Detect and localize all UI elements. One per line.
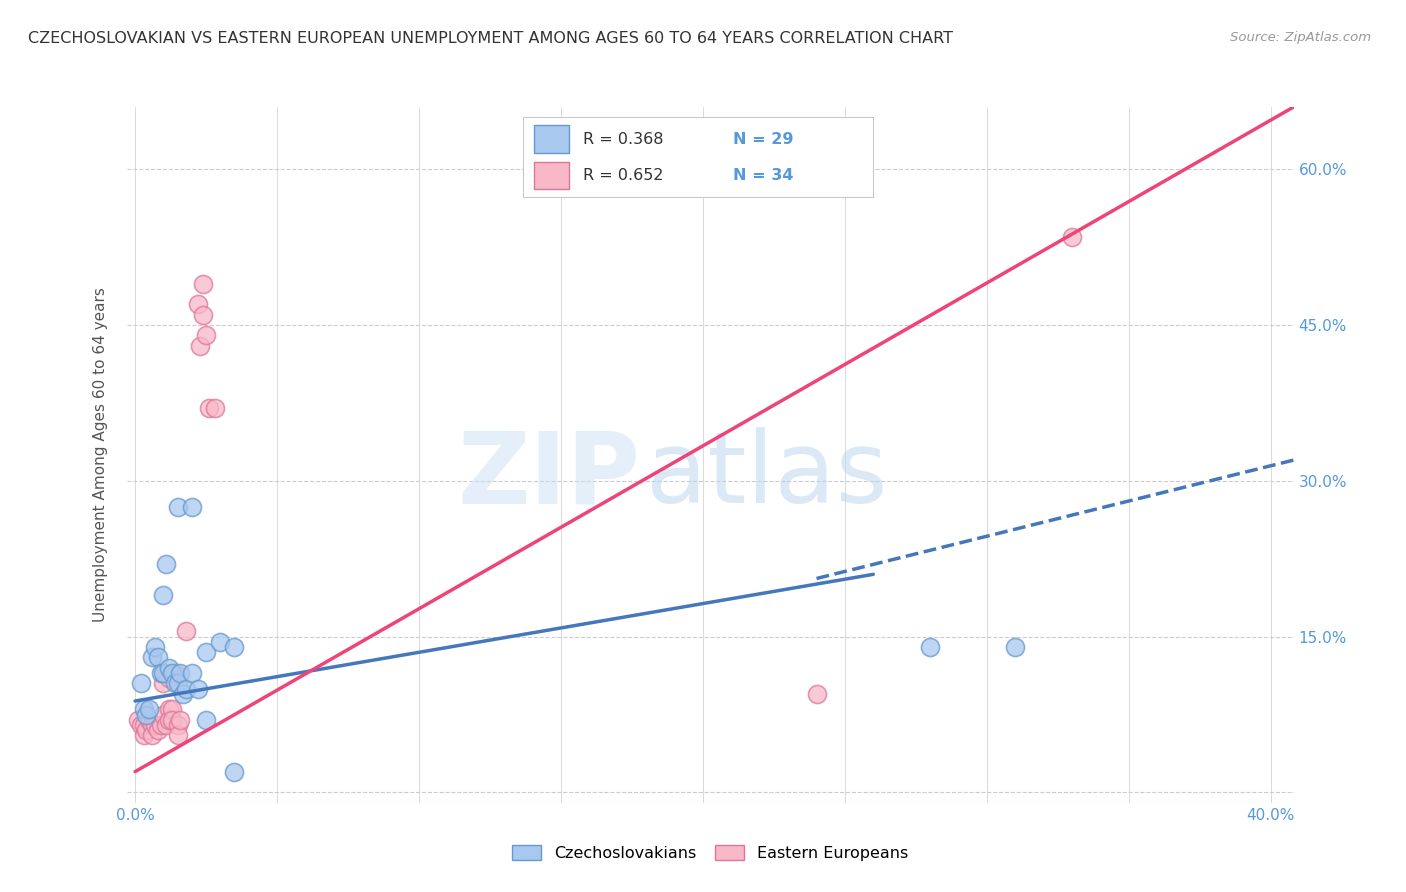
Point — [135, 707, 157, 722]
Point — [129, 676, 152, 690]
Point — [209, 635, 232, 649]
Point — [172, 687, 194, 701]
Point — [195, 645, 218, 659]
Point — [180, 500, 202, 514]
Point — [1004, 640, 1026, 654]
Point — [193, 277, 215, 291]
Point — [160, 665, 183, 680]
Text: Source: ZipAtlas.com: Source: ZipAtlas.com — [1230, 31, 1371, 45]
Point — [141, 728, 163, 742]
Point — [132, 728, 155, 742]
Point — [146, 723, 169, 738]
Point — [141, 650, 163, 665]
Point — [146, 650, 169, 665]
Point — [155, 665, 177, 680]
Legend: Czechoslovakians, Eastern Europeans: Czechoslovakians, Eastern Europeans — [512, 845, 908, 861]
Point — [224, 640, 246, 654]
Point — [149, 665, 172, 680]
Point — [160, 702, 183, 716]
Point — [160, 713, 183, 727]
Point — [152, 665, 174, 680]
Point — [198, 401, 221, 416]
Point — [132, 718, 155, 732]
Point — [127, 713, 149, 727]
Point — [166, 500, 188, 514]
Point — [143, 718, 166, 732]
Point — [193, 308, 215, 322]
Point — [180, 665, 202, 680]
Point — [163, 665, 186, 680]
Point — [806, 687, 828, 701]
Point — [143, 640, 166, 654]
Text: CZECHOSLOVAKIAN VS EASTERN EUROPEAN UNEMPLOYMENT AMONG AGES 60 TO 64 YEARS CORRE: CZECHOSLOVAKIAN VS EASTERN EUROPEAN UNEM… — [28, 31, 953, 46]
Text: atlas: atlas — [645, 427, 887, 524]
Point — [152, 676, 174, 690]
Point — [152, 588, 174, 602]
Point — [132, 702, 155, 716]
Point — [195, 713, 218, 727]
Point — [166, 676, 188, 690]
Point — [138, 713, 160, 727]
Point — [157, 713, 180, 727]
Point — [135, 723, 157, 738]
Point — [166, 718, 188, 732]
Text: ZIP: ZIP — [457, 427, 640, 524]
Point — [1060, 230, 1083, 244]
Point — [157, 702, 180, 716]
Point — [152, 707, 174, 722]
Point — [157, 671, 180, 685]
Point — [920, 640, 942, 654]
Point — [224, 764, 246, 779]
Point — [186, 681, 208, 696]
Point — [129, 718, 152, 732]
Point — [149, 718, 172, 732]
Point — [186, 297, 208, 311]
Point — [157, 661, 180, 675]
Point — [195, 328, 218, 343]
Point — [204, 401, 226, 416]
Point — [155, 557, 177, 571]
Point — [169, 665, 191, 680]
Point — [138, 702, 160, 716]
Y-axis label: Unemployment Among Ages 60 to 64 years: Unemployment Among Ages 60 to 64 years — [93, 287, 108, 623]
Point — [141, 718, 163, 732]
Point — [166, 728, 188, 742]
Point — [169, 713, 191, 727]
Point — [155, 718, 177, 732]
Point — [174, 624, 197, 639]
Point — [174, 681, 197, 696]
Point — [190, 339, 212, 353]
Point — [163, 676, 186, 690]
